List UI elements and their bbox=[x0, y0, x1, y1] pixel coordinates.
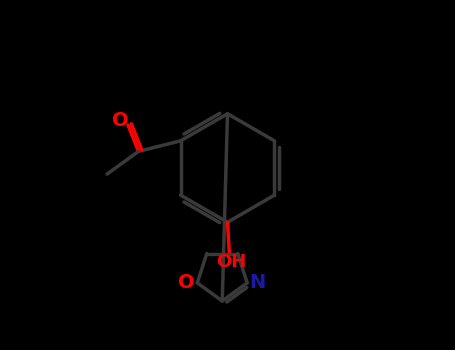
Text: N: N bbox=[250, 273, 266, 292]
Text: OH: OH bbox=[217, 253, 247, 271]
Text: O: O bbox=[112, 111, 129, 131]
Text: O: O bbox=[178, 273, 195, 292]
